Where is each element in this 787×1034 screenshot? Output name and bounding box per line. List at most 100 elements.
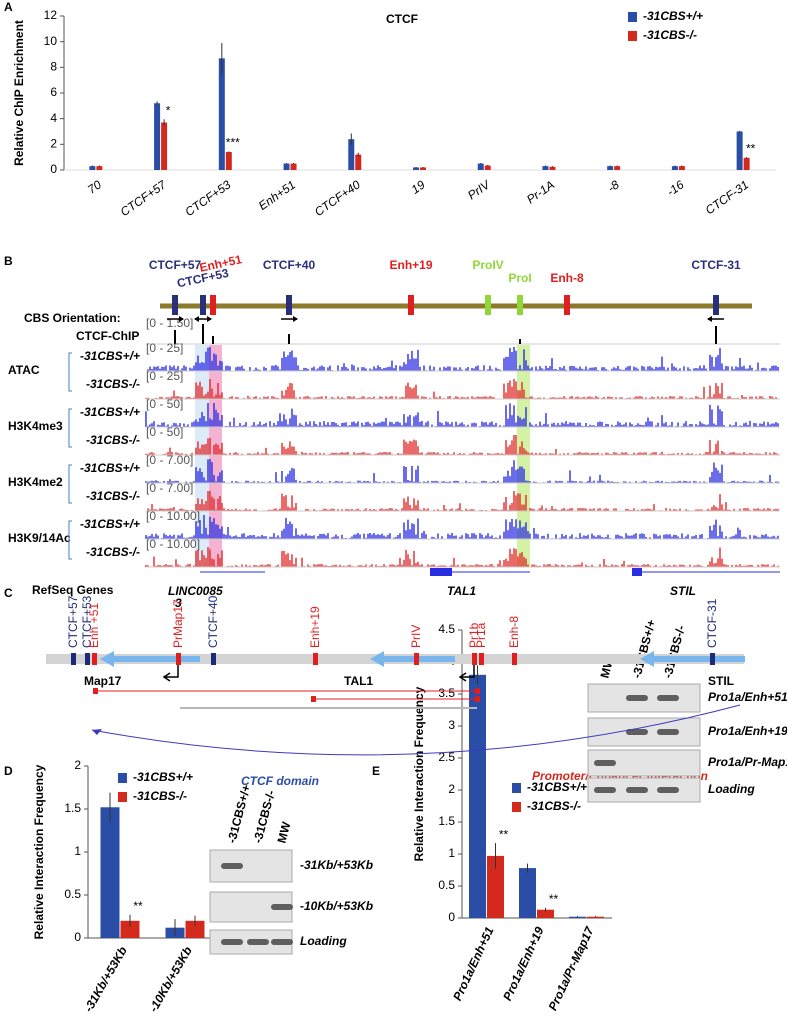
chip-label: CTCF-ChIP (76, 329, 139, 343)
track-group-label: H3K4me2 (8, 475, 63, 489)
x-tick-label: CTCF+57 (118, 177, 170, 219)
gene-exon (430, 568, 452, 576)
scale-label: [0 - 25] (146, 369, 183, 383)
y-tick-label: 2 (50, 137, 57, 151)
bar (96, 166, 103, 170)
x-tick-label: Pro1a/Pr-Map17 (546, 923, 598, 1012)
bar (161, 122, 168, 170)
genes-label: RefSeq Genes (32, 583, 114, 597)
gene-label: STIL (708, 674, 734, 688)
arrow-head (207, 316, 212, 322)
gel-lane-label: MW (274, 820, 293, 845)
x-tick-label: CTCF+53 (182, 177, 233, 219)
y-axis-title: Relative Interaction Frequency (32, 764, 46, 939)
bar (355, 154, 362, 170)
track-label: -31CBS-/- (86, 433, 140, 447)
track-label: -31CBS+/+ (80, 349, 140, 363)
gel-lane-label: -31CBS-/- (250, 789, 278, 845)
legend-label: -31CBS-/- (643, 28, 697, 42)
element-label: CTCF+40 (206, 595, 220, 648)
gel-row-label: Pro1a/Pr-Map17 (708, 755, 787, 769)
y-tick-label: 2 (74, 758, 81, 772)
gene-label: LINC0085 (168, 584, 223, 598)
element-label: ProI (508, 271, 531, 285)
track-label: -31CBS+/+ (80, 517, 140, 531)
element-label: Enh-8 (507, 616, 521, 648)
chart-title: CTCF (386, 12, 418, 26)
legend-swatch (512, 802, 521, 812)
legend-swatch (628, 12, 637, 22)
y-tick-label: 3.5 (438, 686, 455, 700)
track-group-label: H3K4me3 (8, 419, 63, 433)
y-tick-label: 1.5 (438, 814, 455, 828)
scale-label: [0 - 7.00] (146, 481, 193, 495)
bar (348, 139, 355, 170)
x-tick-label: Pro1a/Enh+51 (450, 924, 497, 1002)
gel-lane-label: -31CBS+/+ (224, 783, 253, 845)
anchor (93, 688, 98, 694)
bracket (68, 408, 72, 448)
gel-row-label: -31Kb/+53Kb (300, 858, 373, 872)
bar (154, 103, 161, 170)
signal-track (147, 491, 779, 511)
gel-band (657, 729, 679, 735)
orientation-label: CBS Orientation: (24, 311, 121, 325)
element-label: Pr1b (467, 622, 481, 648)
gene-arrow (640, 651, 745, 667)
y-tick-label: 3 (448, 718, 455, 732)
bar (120, 920, 140, 938)
gel-lane-label: -31CBS-/- (660, 624, 688, 680)
y-tick-label: 4 (50, 111, 57, 125)
y-tick-label: 0 (448, 910, 455, 924)
signal-track (145, 459, 779, 483)
bar (671, 166, 678, 170)
legend-label: -31CBS-/- (133, 789, 187, 803)
bar (477, 163, 484, 170)
panel-label: A (4, 0, 13, 14)
significance-label: ** (549, 892, 559, 906)
track-label: -31CBS-/- (86, 545, 140, 559)
gel-band (657, 787, 679, 793)
legend-label: -31CBS-/- (527, 799, 581, 813)
y-tick-label: 1 (448, 846, 455, 860)
gel-band (657, 695, 679, 701)
panel-label: E (372, 764, 380, 778)
bar (100, 807, 120, 938)
element-tick (211, 653, 216, 665)
element-tick (210, 295, 216, 315)
gene-label: TAL1 (447, 584, 476, 598)
y-tick-label: 12 (44, 8, 58, 22)
bar (89, 166, 96, 170)
gel-row-label: Pro1a/Enh+19 (708, 724, 787, 738)
gel-row-label: Loading (708, 782, 755, 796)
legend-swatch (512, 783, 521, 793)
x-tick-label: -10Kb/+53Kb (146, 944, 195, 1014)
bar (487, 855, 504, 918)
loop-arrow (92, 729, 102, 735)
promoter-arrow (458, 665, 475, 682)
signal-track (145, 379, 779, 399)
gel-band (626, 729, 648, 735)
significance-label: * (166, 103, 171, 117)
bar (736, 131, 743, 170)
ctcf-loop (91, 704, 741, 756)
element-tick (176, 653, 181, 665)
anchor (475, 688, 480, 694)
element-tick (710, 653, 715, 665)
gel-band (626, 787, 648, 793)
bar (743, 157, 750, 170)
y-tick-label: 8 (50, 60, 57, 74)
chart-title: CTCF domain (241, 774, 319, 788)
x-tick-label: -31Kb/+53Kb (81, 944, 130, 1014)
gel-row-label: -10Kb/+53Kb (300, 899, 373, 913)
x-tick-label: CTCF-31 (703, 178, 751, 218)
y-tick-label: 10 (44, 34, 58, 48)
y-tick-label: 2 (448, 782, 455, 796)
y-tick-label: 2.5 (438, 750, 455, 764)
element-tick (92, 653, 97, 665)
significance-label: ** (499, 827, 509, 841)
legend-label: -31CBS+/+ (133, 770, 193, 784)
y-tick-label: 0 (50, 162, 57, 176)
scale-label: [0 - 50] (146, 397, 183, 411)
